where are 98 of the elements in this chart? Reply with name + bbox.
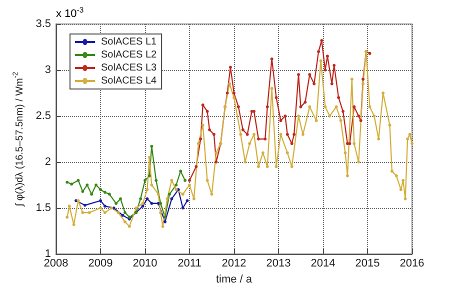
point bbox=[317, 50, 320, 54]
y-tick-label: 1.5 bbox=[36, 202, 51, 214]
point bbox=[194, 165, 198, 168]
x-axis-title: time / a bbox=[216, 273, 253, 286]
point bbox=[123, 211, 126, 214]
point bbox=[174, 184, 178, 186]
x-tick-label: 2008 bbox=[44, 258, 68, 270]
point bbox=[241, 128, 244, 132]
point bbox=[144, 178, 146, 182]
point bbox=[121, 214, 124, 217]
point bbox=[299, 105, 302, 108]
point bbox=[284, 114, 287, 118]
line-series bbox=[74, 188, 189, 224]
point bbox=[270, 57, 274, 60]
point bbox=[66, 180, 69, 184]
x-tick-label: 2013 bbox=[266, 258, 291, 270]
point bbox=[206, 110, 209, 113]
point bbox=[99, 199, 102, 202]
point bbox=[164, 220, 167, 224]
x-tick-label: 2015 bbox=[355, 258, 380, 270]
point bbox=[324, 68, 327, 72]
point bbox=[212, 132, 216, 136]
y-tick-label: 3 bbox=[44, 64, 51, 76]
point bbox=[181, 206, 184, 210]
point bbox=[332, 64, 336, 67]
point bbox=[352, 105, 356, 108]
point bbox=[99, 188, 102, 192]
point bbox=[150, 202, 154, 205]
point bbox=[148, 174, 151, 178]
point bbox=[312, 82, 316, 86]
point bbox=[342, 110, 345, 113]
x-tick-label: 2009 bbox=[88, 258, 113, 270]
point bbox=[81, 190, 84, 193]
point bbox=[188, 178, 191, 182]
point bbox=[90, 192, 94, 196]
legend-label: SolACES L1 bbox=[101, 36, 158, 48]
point bbox=[330, 82, 334, 86]
point bbox=[86, 184, 89, 186]
point bbox=[348, 142, 352, 146]
point bbox=[83, 204, 86, 207]
legend-label: SolACES L2 bbox=[101, 50, 158, 60]
point bbox=[292, 132, 296, 136]
x-tick-label: 2012 bbox=[222, 258, 246, 270]
point bbox=[297, 73, 300, 76]
point bbox=[179, 170, 182, 173]
y-tick-label: 3.5 bbox=[36, 18, 51, 30]
point bbox=[308, 73, 312, 76]
x-tick-label: 2010 bbox=[132, 258, 158, 270]
point bbox=[368, 52, 372, 55]
point bbox=[214, 160, 218, 164]
point bbox=[286, 132, 289, 136]
point bbox=[362, 78, 365, 81]
point bbox=[290, 142, 294, 146]
point bbox=[226, 92, 229, 94]
line-series bbox=[188, 39, 372, 182]
point bbox=[159, 202, 162, 205]
point bbox=[199, 138, 202, 140]
point bbox=[359, 119, 362, 122]
point bbox=[114, 202, 118, 205]
point bbox=[320, 39, 324, 42]
point bbox=[304, 100, 307, 104]
y-tick-label: 2.5 bbox=[36, 110, 51, 122]
point bbox=[228, 66, 232, 69]
point bbox=[168, 192, 171, 196]
point bbox=[108, 192, 111, 196]
point bbox=[246, 132, 249, 136]
point bbox=[103, 204, 106, 208]
point bbox=[186, 199, 189, 202]
point bbox=[170, 197, 174, 200]
y-tick-label: 2 bbox=[44, 156, 51, 168]
point bbox=[326, 54, 329, 58]
point bbox=[337, 96, 340, 100]
point bbox=[139, 197, 142, 200]
y-tick-label: 1 bbox=[44, 248, 51, 260]
point bbox=[236, 105, 240, 108]
point bbox=[201, 103, 204, 106]
x-tick-label: 2016 bbox=[400, 258, 424, 270]
legend-label: SolACES L3 bbox=[101, 62, 158, 74]
point bbox=[103, 190, 106, 194]
point bbox=[264, 138, 267, 140]
point bbox=[252, 110, 256, 113]
point bbox=[279, 119, 282, 122]
point bbox=[164, 216, 167, 219]
point bbox=[76, 178, 80, 182]
point bbox=[70, 182, 74, 186]
point bbox=[119, 197, 122, 200]
point bbox=[266, 105, 269, 108]
point bbox=[150, 144, 154, 148]
legend-label: SolACES L4 bbox=[101, 76, 158, 86]
point bbox=[357, 114, 360, 118]
x-tick-label: 2014 bbox=[310, 258, 336, 270]
x-tick-label: 2011 bbox=[178, 258, 202, 270]
point bbox=[208, 128, 212, 132]
line-series bbox=[66, 144, 187, 219]
point bbox=[146, 197, 149, 200]
point bbox=[154, 178, 158, 182]
point bbox=[184, 178, 187, 182]
point bbox=[274, 96, 278, 100]
